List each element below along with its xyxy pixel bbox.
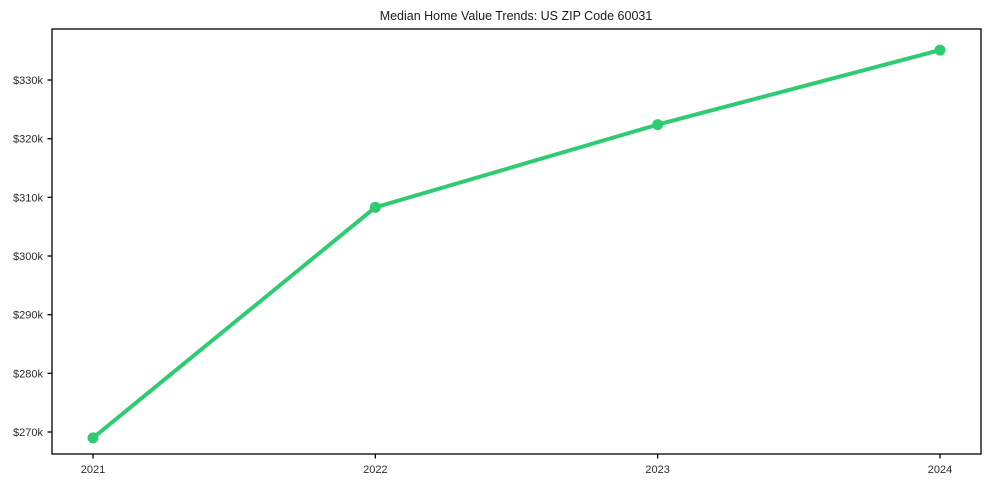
x-tick-label: 2022 xyxy=(363,464,387,476)
y-tick-label: $280k xyxy=(13,368,43,380)
data-point-marker xyxy=(934,44,946,56)
y-tick-label: $320k xyxy=(13,134,43,146)
y-tick-label: $290k xyxy=(13,310,43,322)
data-point-marker xyxy=(87,432,99,444)
series-layer xyxy=(87,44,946,444)
y-tick-label: $330k xyxy=(13,75,43,87)
y-tick-label: $310k xyxy=(13,192,43,204)
y-tick-label: $270k xyxy=(13,427,43,439)
y-axis-ticks: $270k $280k $290k $300k $310k $320k $330k xyxy=(13,75,52,439)
chart-title: Median Home Value Trends: US ZIP Code 60… xyxy=(380,9,653,23)
y-tick-label: $300k xyxy=(13,251,43,263)
x-axis-ticks: 2021 2022 2023 2024 xyxy=(81,454,952,476)
x-tick-label: 2024 xyxy=(928,464,952,476)
x-tick-label: 2023 xyxy=(645,464,669,476)
plot-frame xyxy=(51,28,982,455)
x-tick-label: 2021 xyxy=(81,464,105,476)
data-point-marker xyxy=(369,201,381,213)
trend-line xyxy=(91,48,942,440)
data-point-marker xyxy=(652,119,664,131)
